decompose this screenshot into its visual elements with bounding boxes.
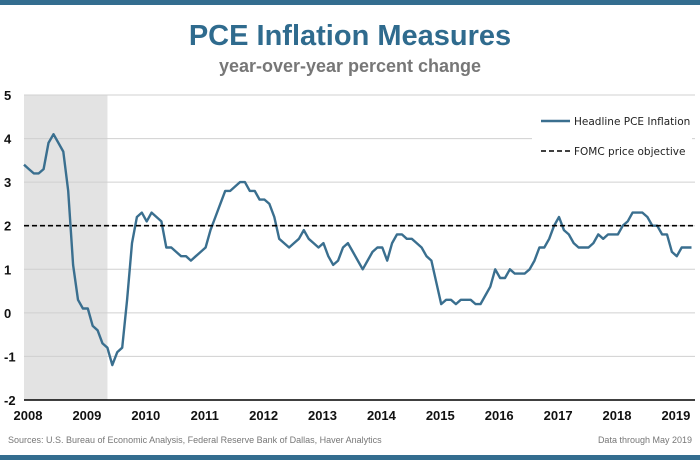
x-tick-label: 2012 [249,408,278,423]
sources-note: Sources: U.S. Bureau of Economic Analysi… [8,435,382,445]
x-tick-label: 2010 [131,408,160,423]
y-tick-label: 3 [4,175,11,190]
data-through-note: Data through May 2019 [597,435,692,445]
chart-subtitle: year-over-year percent change [218,56,482,76]
x-tick-label: 2011 [191,408,219,423]
x-tick-label: 2015 [426,408,455,423]
y-tick-label: 2 [4,219,11,234]
y-tick-label: 0 [4,306,11,321]
headline-pce-line [23,132,692,367]
x-tick-label: 2016 [485,408,514,423]
legend-label: FOMC price objective [574,146,685,158]
x-tick-label: 2014 [367,408,397,423]
chart-title: PCE Inflation Measures [188,20,512,52]
recession-shading [24,95,108,400]
x-tick-label: 2019 [661,408,690,423]
x-tick-label: 2009 [72,408,101,423]
bottom-border [0,455,700,460]
y-tick-label: -1 [4,349,16,364]
legend-background [532,105,692,165]
x-tick-label: 2013 [308,408,337,423]
x-tick-label: 2017 [544,408,573,423]
y-tick-label: 1 [4,262,11,277]
y-tick-label: 4 [4,132,12,147]
x-tick-label: 2008 [14,408,43,423]
top-border [0,0,700,5]
legend-label: Headline PCE Inflation [574,116,690,128]
y-tick-label: 5 [4,88,11,103]
y-tick-label: -2 [4,393,16,408]
x-tick-label: 2018 [603,408,632,423]
